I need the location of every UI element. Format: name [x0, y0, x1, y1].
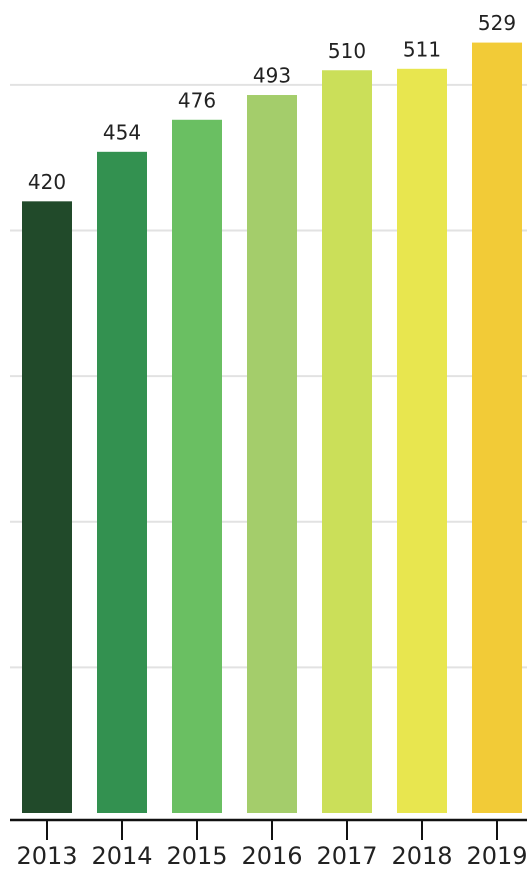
bar: [172, 119, 222, 813]
x-tick-label: 2017: [316, 842, 377, 870]
bar: [322, 70, 372, 814]
data-label: 511: [403, 37, 441, 61]
data-label: 476: [178, 88, 216, 112]
bar: [97, 151, 147, 813]
bar: [397, 68, 447, 814]
data-label: 493: [253, 64, 291, 88]
bar: [22, 201, 72, 813]
x-tick-label: 2013: [16, 842, 77, 870]
data-label: 529: [478, 11, 516, 35]
x-tick-label: 2018: [391, 842, 452, 870]
x-tick-label: 2016: [241, 842, 302, 870]
bar: [247, 95, 297, 814]
x-tick-label: 2015: [166, 842, 227, 870]
x-tick-label: 2019: [466, 842, 527, 870]
data-label: 454: [103, 120, 141, 144]
x-tick-label: 2014: [91, 842, 152, 870]
bar: [472, 42, 522, 814]
data-label: 510: [328, 39, 366, 63]
data-label: 420: [28, 170, 66, 194]
